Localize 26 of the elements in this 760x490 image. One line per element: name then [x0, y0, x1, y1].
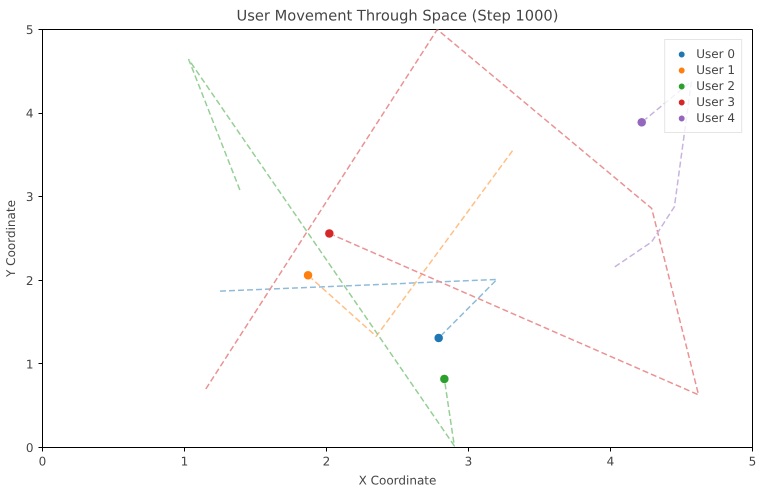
legend-label: User 2 [696, 78, 735, 94]
legend-label: User 0 [696, 46, 735, 62]
legend-label: User 3 [696, 94, 735, 110]
x-tick-label: 4 [606, 454, 614, 468]
x-tick-label: 2 [322, 454, 330, 468]
y-tick-label: 1 [26, 357, 34, 372]
line-series [188, 58, 456, 447]
point [324, 228, 334, 238]
point [440, 374, 450, 384]
legend-label: User 1 [696, 62, 735, 78]
x-tick-label: 1 [180, 454, 188, 468]
y-tick-label: 2 [26, 274, 34, 288]
chart-title: User Movement Through Space (Step 1000) [236, 8, 558, 24]
y-tick-label: 4 [26, 106, 34, 121]
x-tick-label: 0 [38, 454, 46, 468]
y-tick-label: 5 [26, 23, 34, 37]
point [636, 118, 646, 128]
y-tick-label: 0 [26, 441, 34, 455]
point [434, 333, 444, 343]
x-tick-label: 5 [748, 454, 756, 468]
x-tick-label: 3 [464, 454, 472, 468]
legend-label: User 4 [696, 110, 735, 126]
y-axis-title: Y Coordinate [4, 200, 18, 278]
x-axis-title: X Coordinate [358, 474, 436, 488]
y-tick-label: 3 [26, 190, 34, 204]
point [303, 270, 313, 280]
